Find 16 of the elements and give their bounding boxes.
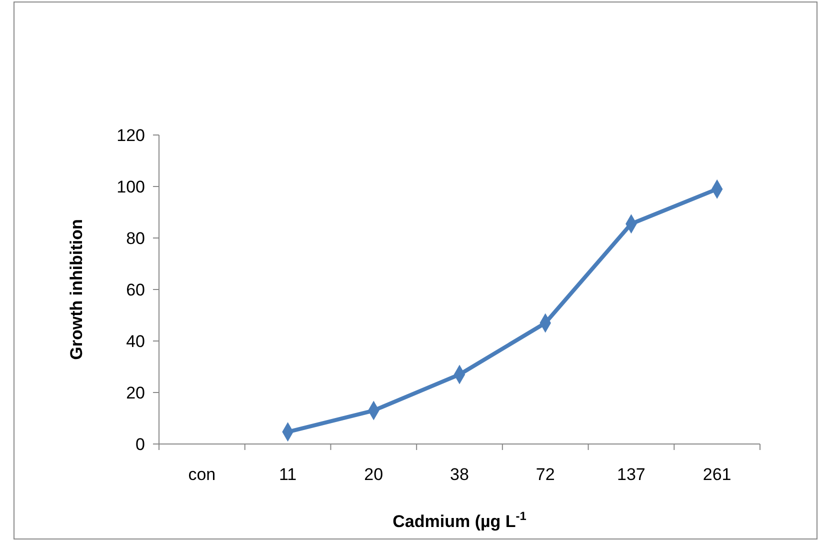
x-tick-label: 72: [536, 465, 555, 484]
y-axis-title: Growth inhibition: [67, 219, 86, 360]
x-tick-label: 38: [450, 465, 469, 484]
y-tick-label: 60: [126, 280, 145, 300]
x-tick-label: con: [188, 465, 216, 484]
x-tick-label: 137: [617, 465, 646, 484]
y-tick-label: 80: [126, 228, 145, 248]
y-tick-label: 20: [126, 383, 145, 402]
y-tick-label: 40: [126, 332, 145, 351]
y-tick-label: 0: [136, 434, 145, 454]
x-tick-label: 261: [702, 465, 732, 484]
y-tick-label: 100: [116, 177, 145, 196]
y-tick-label: 120: [116, 126, 145, 145]
x-tick-label: 11: [278, 465, 297, 484]
x-axis-title: Cadmium (µg L$^{-1}$: [392, 509, 527, 531]
x-tick-label: 20: [364, 465, 384, 484]
